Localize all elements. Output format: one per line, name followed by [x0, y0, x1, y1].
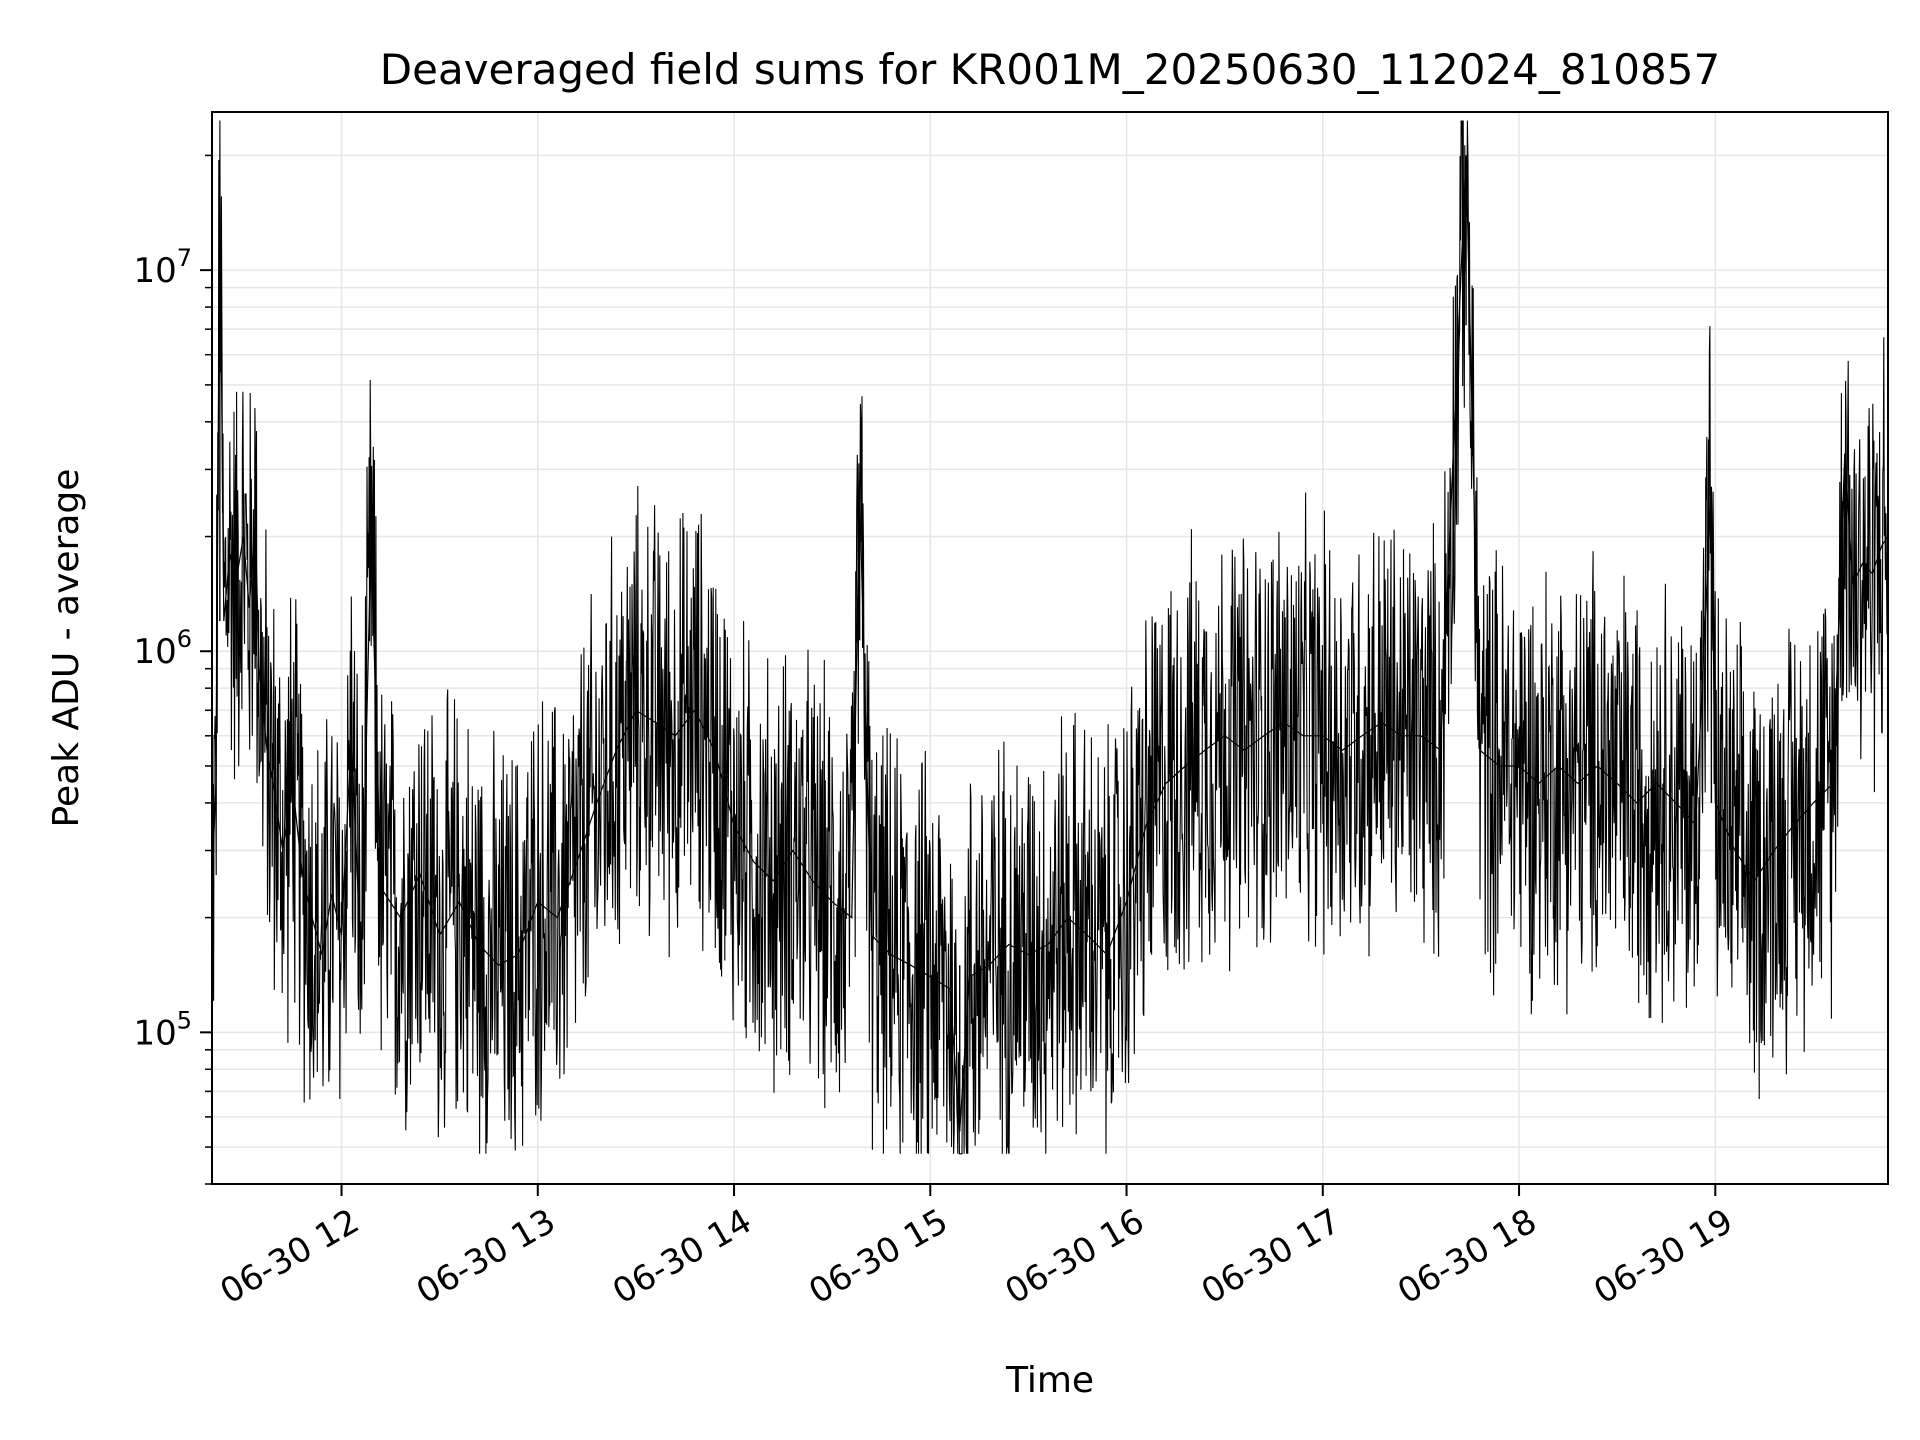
y-axis-label: Peak ADU - average [46, 469, 87, 828]
y-tick-exponent: 7 [177, 244, 192, 272]
chart-title: Deaveraged field sums for KR001M_2025063… [380, 45, 1720, 94]
y-tick-label: 107 [133, 244, 192, 291]
y-tick-base: 10 [133, 1013, 176, 1053]
y-tick-label: 105 [133, 1006, 192, 1053]
series-line-noise [211, 120, 1889, 1155]
series-line [211, 155, 1889, 1132]
y-tick-exponent: 6 [177, 625, 192, 653]
y-tick-base: 10 [133, 632, 176, 672]
y-tick-base: 10 [133, 251, 176, 291]
y-tick-exponent: 5 [177, 1006, 192, 1034]
y-tick-label: 106 [133, 625, 192, 672]
x-axis-label: Time [1005, 1360, 1094, 1401]
series-layer [211, 120, 1889, 1155]
plot-frame [211, 111, 1889, 1185]
